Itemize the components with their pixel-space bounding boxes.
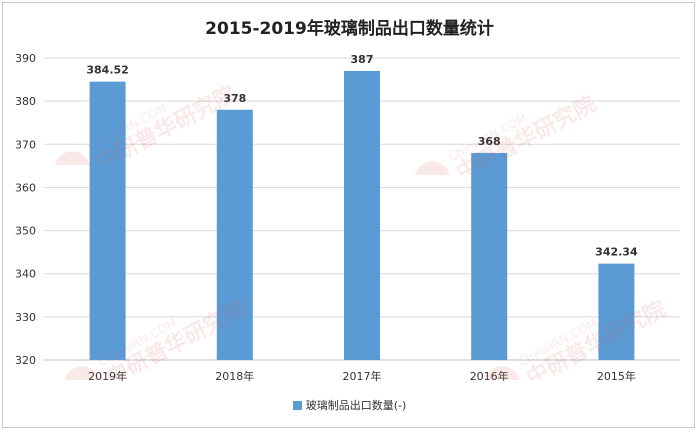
bar: [89, 81, 126, 361]
y-tick-label: 320: [15, 354, 36, 367]
bar: [598, 263, 635, 360]
bar: [344, 70, 380, 360]
bar: [471, 152, 508, 360]
y-tick-label: 360: [15, 181, 36, 194]
bar: [216, 109, 253, 361]
y-tick-label: 380: [15, 95, 36, 108]
legend-label: 玻璃制品出口数量(-): [305, 399, 407, 412]
y-tick-label: 370: [15, 138, 36, 151]
y-tick-label: 330: [15, 311, 36, 324]
data-label: 378: [223, 92, 246, 105]
x-tick-label: 2019年: [88, 369, 127, 383]
y-tick-label: 350: [15, 225, 36, 238]
x-tick-label: 2016年: [470, 369, 509, 383]
data-label: 384.52: [86, 64, 128, 77]
y-tick-label: 340: [15, 268, 36, 281]
legend-swatch: [292, 401, 302, 410]
chart-legend: 玻璃制品出口数量(-): [0, 397, 699, 413]
y-tick-label: 390: [15, 52, 36, 65]
chart-title: 2015-2019年玻璃制品出口数量统计: [205, 19, 494, 39]
data-label: 342.34: [595, 246, 638, 259]
data-label: 387: [351, 53, 374, 66]
x-tick-label: 2017年: [343, 369, 382, 383]
data-label: 368: [478, 135, 501, 148]
x-tick-label: 2018年: [215, 369, 254, 383]
x-tick-label: 2015年: [597, 369, 636, 383]
